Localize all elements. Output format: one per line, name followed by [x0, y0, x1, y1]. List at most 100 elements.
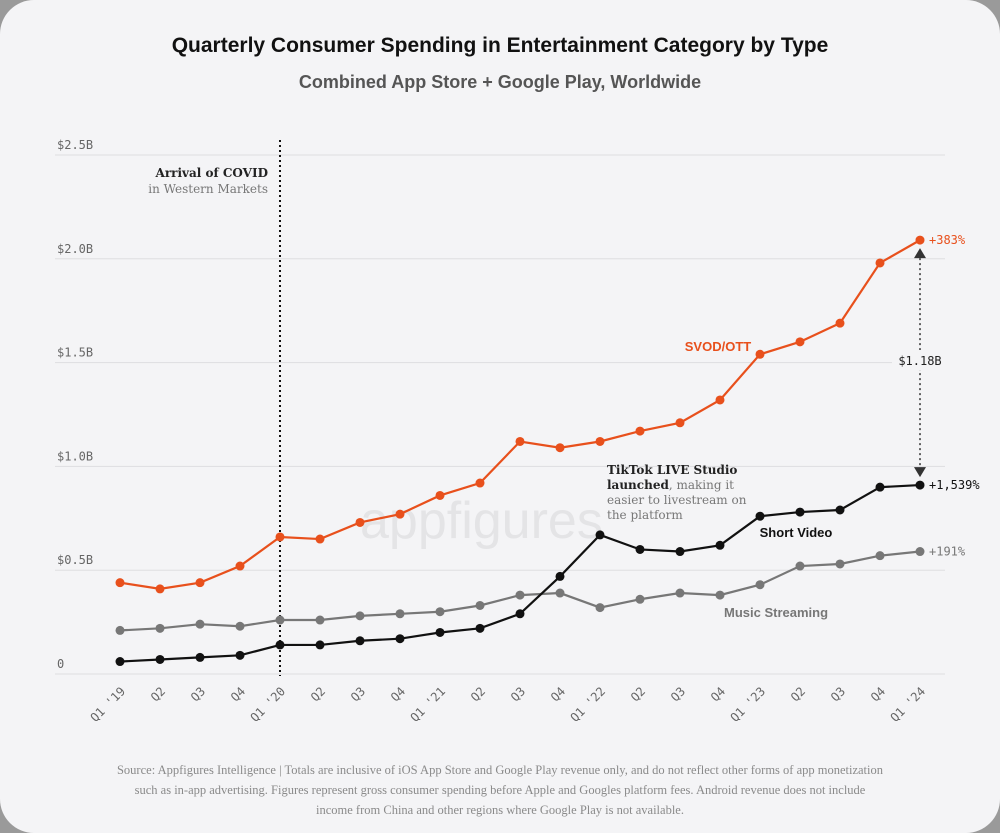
- data-point: [195, 652, 205, 662]
- x-tick-label: Q4: [388, 684, 408, 704]
- data-point: [275, 640, 285, 650]
- series-svod-ott: [115, 235, 925, 594]
- data-point: [715, 540, 725, 550]
- data-point: [275, 615, 285, 625]
- tiktok-annotation-line2: launched, making it: [607, 478, 734, 492]
- x-tick-label: Q3: [348, 684, 368, 704]
- x-tick-label: Q1 '21: [408, 684, 449, 725]
- x-tick-label: Q2: [308, 684, 328, 704]
- series-label-svod-ott: SVOD/OTT: [685, 339, 752, 354]
- data-point: [795, 337, 805, 347]
- data-point: [675, 588, 685, 598]
- x-tick-label: Q1 '24: [888, 684, 929, 725]
- data-point: [635, 544, 645, 554]
- end-label-music-streaming: +191%: [929, 545, 966, 559]
- covid-annotation-title: Arrival of COVID: [155, 166, 268, 180]
- x-tick-label: Q4: [228, 684, 248, 704]
- data-point: [835, 318, 845, 328]
- watermark: appfigures: [360, 492, 603, 550]
- data-point: [675, 547, 685, 557]
- chart-subtitle: Combined App Store + Google Play, Worldw…: [298, 72, 702, 92]
- data-point: [635, 594, 645, 604]
- x-tick-label: Q2: [468, 684, 488, 704]
- data-point: [435, 627, 445, 637]
- y-tick-label: 0: [57, 657, 64, 671]
- data-point: [795, 507, 805, 517]
- data-point: [755, 580, 765, 590]
- data-point: [275, 532, 285, 542]
- end-label-svod-ott: +383%: [929, 233, 966, 247]
- tiktok-annotation-line4: the platform: [607, 508, 683, 522]
- data-point: [675, 418, 685, 428]
- x-tick-label: Q4: [868, 684, 888, 704]
- covid-annotation-subtitle: in Western Markets: [148, 182, 268, 196]
- gap-arrow-down-icon: [914, 467, 926, 478]
- data-point: [875, 551, 885, 561]
- data-point: [715, 590, 725, 600]
- data-point: [155, 584, 165, 594]
- data-point: [635, 426, 645, 436]
- data-point: [915, 235, 925, 245]
- data-point: [915, 547, 925, 557]
- data-point: [515, 436, 525, 446]
- data-point: [395, 509, 405, 519]
- tiktok-annotation-line3: easier to livestream on: [607, 493, 747, 507]
- data-point: [355, 611, 365, 621]
- data-point: [595, 436, 605, 446]
- footnote-line-2: such as in-app advertising. Figures repr…: [134, 783, 866, 797]
- gap-arrow-up-icon: [914, 248, 926, 259]
- x-tick-label: Q1 '23: [728, 684, 769, 725]
- x-tick-label: Q3: [668, 684, 688, 704]
- chart-title: Quarterly Consumer Spending in Entertain…: [171, 34, 829, 57]
- series-short-video: [115, 480, 925, 667]
- tiktok-annotation-line1: TikTok LIVE Studio: [607, 463, 737, 477]
- data-point: [395, 634, 405, 644]
- data-point: [715, 395, 725, 405]
- x-tick-label: Q2: [148, 684, 168, 704]
- data-point: [235, 621, 245, 631]
- x-tick-label: Q1 '19: [88, 684, 129, 725]
- data-point: [475, 623, 485, 633]
- data-point: [235, 650, 245, 660]
- data-point: [875, 482, 885, 492]
- data-point: [115, 578, 125, 588]
- y-tick-label: $1.0B: [57, 449, 93, 463]
- data-point: [195, 578, 205, 588]
- y-tick-label: $2.5B: [57, 138, 93, 152]
- data-point: [875, 258, 885, 268]
- data-point: [835, 505, 845, 515]
- data-point: [435, 490, 445, 500]
- gap-label: $1.18B: [898, 354, 941, 368]
- data-point: [155, 623, 165, 633]
- footnote-line-1: Source: Appfigures Intelligence | Totals…: [116, 763, 883, 777]
- data-point: [755, 349, 765, 359]
- data-point: [315, 615, 325, 625]
- gap-label-bg: [892, 350, 948, 370]
- data-point: [475, 600, 485, 610]
- x-tick-label: Q3: [188, 684, 208, 704]
- data-point: [555, 588, 565, 598]
- series-label-music-streaming: Music Streaming: [724, 605, 828, 620]
- x-tick-label: Q2: [628, 684, 648, 704]
- data-point: [115, 657, 125, 667]
- data-point: [755, 511, 765, 521]
- data-point: [475, 478, 485, 488]
- data-point: [435, 607, 445, 617]
- series-label-short-video: Short Video: [760, 525, 833, 540]
- data-point: [835, 559, 845, 569]
- x-tick-label: Q3: [828, 684, 848, 704]
- data-point: [315, 640, 325, 650]
- data-point: [395, 609, 405, 619]
- data-point: [195, 619, 205, 629]
- data-point: [515, 590, 525, 600]
- y-tick-label: $0.5B: [57, 553, 93, 567]
- y-tick-label: $1.5B: [57, 346, 93, 360]
- source-footnote: Source: Appfigures Intelligence | Totals…: [80, 760, 920, 820]
- series-music-streaming: [115, 547, 925, 635]
- x-tick-label: Q1 '22: [568, 684, 609, 725]
- data-point: [115, 625, 125, 635]
- data-point: [555, 571, 565, 581]
- data-point: [595, 530, 605, 540]
- x-tick-label: Q4: [708, 684, 728, 704]
